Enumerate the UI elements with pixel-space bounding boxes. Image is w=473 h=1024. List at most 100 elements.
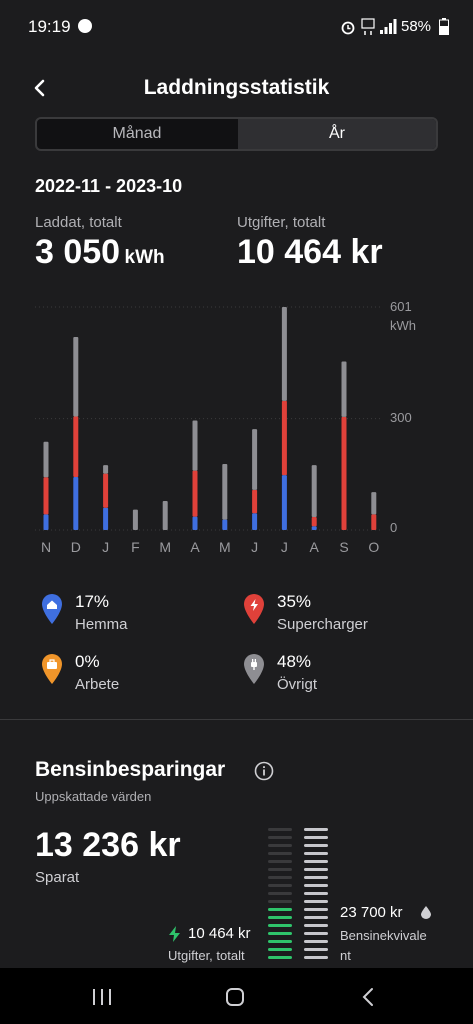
x-tick-label: J xyxy=(102,539,109,555)
bar-segment-hemma[interactable] xyxy=(73,476,79,530)
bar-segment-hemma[interactable] xyxy=(43,514,49,530)
bar-segment-övrigt[interactable] xyxy=(341,361,347,417)
tab-year[interactable]: År xyxy=(238,119,436,149)
charging-bar-chart: 601 300 0 kWh N D J F M A M J J A S O xyxy=(35,299,416,555)
petrol-level-bar xyxy=(304,868,328,871)
cost-label: Utgifter, totalt xyxy=(237,214,326,231)
bar-segment-hemma[interactable] xyxy=(103,507,109,530)
x-tick-label: N xyxy=(41,539,51,555)
legend-percentage: 35% xyxy=(277,592,312,611)
alarm-icon xyxy=(341,21,355,35)
legend-percentage: 0% xyxy=(75,652,100,671)
home-nav-icon[interactable] xyxy=(225,987,245,1007)
x-tick-label: A xyxy=(190,539,200,555)
battery-percentage: 58% xyxy=(401,18,432,35)
bar-segment-hemma[interactable] xyxy=(192,516,198,530)
expense-level-bar xyxy=(268,900,292,903)
expense-level-bar xyxy=(268,940,292,943)
legend-item-arbete: 0% Arbete xyxy=(41,652,241,698)
petrol-value: 23 700 kr xyxy=(340,904,403,921)
info-icon[interactable] xyxy=(254,761,274,781)
bar-segment-supercharger[interactable] xyxy=(281,400,287,476)
network-5g-icon xyxy=(361,18,375,35)
briefcase-icon xyxy=(42,654,62,684)
system-nav-bar xyxy=(0,968,473,1024)
charged-label: Laddat, totalt xyxy=(35,214,122,231)
petrol-level-bar xyxy=(304,876,328,879)
bar-segment-hemma[interactable] xyxy=(252,513,258,530)
petrol-label: Bensinekvivale xyxy=(340,928,427,943)
petrol-level-bar xyxy=(304,948,328,951)
bar-segment-övrigt[interactable] xyxy=(103,465,109,474)
petrol-level-bar xyxy=(304,884,328,887)
bar-segment-supercharger[interactable] xyxy=(73,416,79,477)
bar-segment-supercharger[interactable] xyxy=(341,416,347,530)
petrol-level-bar xyxy=(304,844,328,847)
bar-segment-övrigt[interactable] xyxy=(43,441,49,478)
x-tick-label: M xyxy=(219,539,231,555)
legend-percentage: 48% xyxy=(277,652,312,671)
petrol-level-bar xyxy=(304,900,328,903)
legend-item-supercharger: 35% Supercharger xyxy=(243,592,443,638)
expense-level-bar xyxy=(268,924,292,927)
x-tick-label: A xyxy=(310,539,320,555)
legend-label: Hemma xyxy=(75,616,128,633)
bar-segment-övrigt[interactable] xyxy=(73,337,79,417)
petrol-level-bar xyxy=(304,932,328,935)
bar-segment-övrigt[interactable] xyxy=(162,501,168,530)
tab-month[interactable]: Månad xyxy=(112,125,162,142)
petrol-level-bar xyxy=(304,836,328,839)
expense-value: 10 464 kr xyxy=(188,925,251,942)
bar-segment-hemma[interactable] xyxy=(311,526,317,530)
bar-segment-hemma[interactable] xyxy=(281,475,287,530)
y-tick-label: 300 xyxy=(390,410,412,425)
expense-level-bar xyxy=(268,860,292,863)
y-tick-label: 601 xyxy=(390,299,412,314)
bar-segment-supercharger[interactable] xyxy=(43,477,49,515)
legend-label: Arbete xyxy=(75,676,120,693)
bar-segment-övrigt[interactable] xyxy=(311,465,317,518)
petrol-level-bar xyxy=(304,860,328,863)
bar-segment-supercharger[interactable] xyxy=(311,517,317,527)
charged-total: 3 050 kWh xyxy=(35,233,165,272)
expense-level-bar xyxy=(268,836,292,839)
page-title: Laddningsstatistik xyxy=(143,76,330,99)
petrol-label-cont: nt xyxy=(340,948,351,963)
expense-level-bar xyxy=(268,852,292,855)
back-nav-icon[interactable] xyxy=(360,987,376,1007)
saved-label: Sparat xyxy=(35,869,80,886)
bar-segment-supercharger[interactable] xyxy=(252,489,258,514)
bar-segment-övrigt[interactable] xyxy=(222,463,228,520)
petrol-level-bar xyxy=(304,956,328,959)
expense-level-bar xyxy=(268,828,292,831)
bar-segment-övrigt[interactable] xyxy=(252,429,258,490)
cost-value: 10 464 kr xyxy=(237,233,383,271)
expense-level-bar xyxy=(268,892,292,895)
bar-segment-supercharger[interactable] xyxy=(103,473,109,508)
plug-icon xyxy=(244,654,264,684)
petrol-level-bar xyxy=(304,908,328,911)
divider xyxy=(0,719,473,720)
period-range: 2022-11 - 2023-10 xyxy=(35,176,183,196)
x-tick-label: J xyxy=(251,539,258,555)
bar-segment-övrigt[interactable] xyxy=(132,509,138,530)
x-tick-label: M xyxy=(159,539,171,555)
x-tick-label: F xyxy=(131,539,140,555)
signal-icon xyxy=(380,19,397,34)
y-unit-label: kWh xyxy=(390,318,416,333)
home-icon xyxy=(42,594,62,624)
bar-segment-hemma[interactable] xyxy=(222,519,228,530)
bar-segment-övrigt[interactable] xyxy=(371,492,377,515)
charged-value: 3 050 xyxy=(35,233,121,271)
bar-segment-övrigt[interactable] xyxy=(281,307,287,401)
recent-apps-icon[interactable] xyxy=(92,988,112,1006)
back-arrow-icon[interactable] xyxy=(28,76,52,100)
bar-segment-supercharger[interactable] xyxy=(192,470,198,517)
status-time: 19:19 xyxy=(28,17,71,36)
bar-segment-supercharger[interactable] xyxy=(371,514,377,530)
bolt-icon xyxy=(169,926,180,942)
expense-level-bar xyxy=(268,876,292,879)
bar-segment-övrigt[interactable] xyxy=(192,420,198,471)
petrol-level-bar xyxy=(304,916,328,919)
x-tick-label: S xyxy=(339,539,348,555)
